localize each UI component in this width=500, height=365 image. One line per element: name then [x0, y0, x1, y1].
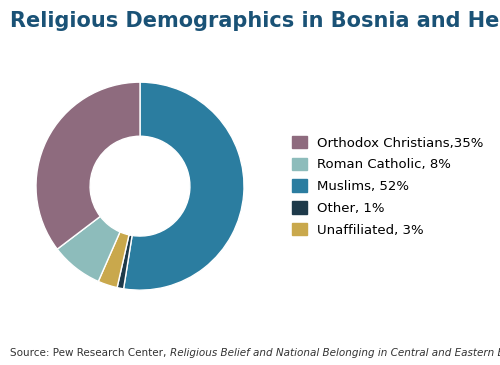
Wedge shape [36, 82, 140, 249]
Wedge shape [117, 235, 132, 289]
Text: Source: Pew Research Center,: Source: Pew Research Center, [10, 348, 170, 358]
Wedge shape [57, 216, 120, 281]
Wedge shape [98, 232, 129, 288]
Text: Religious Demographics in Bosnia and Herzegovina: Religious Demographics in Bosnia and Her… [10, 11, 500, 31]
Legend: Orthodox Christians,35%, Roman Catholic, 8%, Muslims, 52%, Other, 1%, Unaffiliat: Orthodox Christians,35%, Roman Catholic,… [290, 133, 486, 239]
Wedge shape [124, 82, 244, 290]
Text: Religious Belief and National Belonging in Central and Eastern Europe: Religious Belief and National Belonging … [170, 348, 500, 358]
